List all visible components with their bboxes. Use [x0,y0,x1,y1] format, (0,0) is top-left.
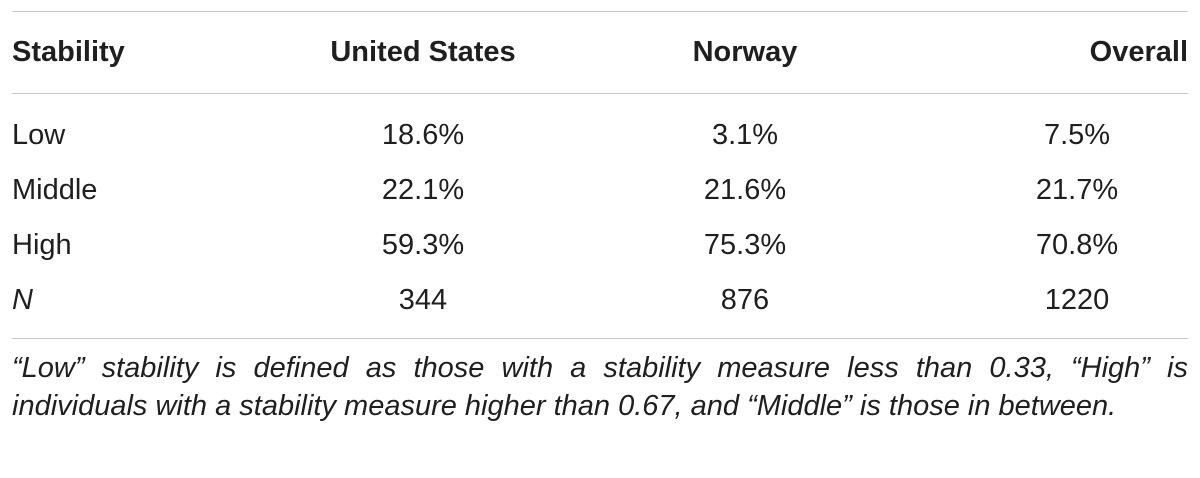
table-row-high: High 59.3% 75.3% 70.8% [12,218,1188,273]
row-label: High [12,229,72,261]
table-row-middle: Middle 22.1% 21.6% 21.7% [12,163,1188,218]
cell-norway: 876 [720,284,770,316]
table-footnote: “Low” stability is defined as those with… [12,352,1188,422]
cell-norway: 3.1% [711,119,779,151]
cell-overall: 21.7% [1035,174,1119,206]
cell-united-states: 59.3% [381,229,465,261]
row-label: Low [12,119,66,151]
column-header-overall: Overall [1089,36,1188,68]
column-header-united-states: United States [330,36,516,68]
table-bottom-rule [12,338,1188,339]
cell-norway: 75.3% [703,229,787,261]
table-header-row: Stability United States Norway Overall [12,12,1188,93]
cell-norway: 21.6% [703,174,787,206]
table-row-low: Low 18.6% 3.1% 7.5% [12,94,1188,163]
column-header-stability: Stability [12,36,125,68]
cell-overall: 7.5% [1043,119,1111,151]
cell-united-states: 22.1% [381,174,465,206]
table-row-n: N 344 876 1220 [12,273,1188,338]
stability-table-body: Low 18.6% 3.1% 7.5% Middle 22.1% 21.6% 2… [12,94,1188,338]
column-header-norway: Norway [692,36,798,68]
cell-united-states: 344 [398,284,448,316]
cell-united-states: 18.6% [381,119,465,151]
table-top-rule [12,11,1188,12]
stability-table-container: Stability United States Norway Overall L… [12,0,1188,425]
cell-overall: 1220 [1044,284,1110,316]
stability-table: Stability United States Norway Overall [12,12,1188,93]
row-label: Middle [12,174,98,206]
cell-overall: 70.8% [1035,229,1119,261]
row-label: N [12,284,33,316]
header-rule [12,93,1188,94]
